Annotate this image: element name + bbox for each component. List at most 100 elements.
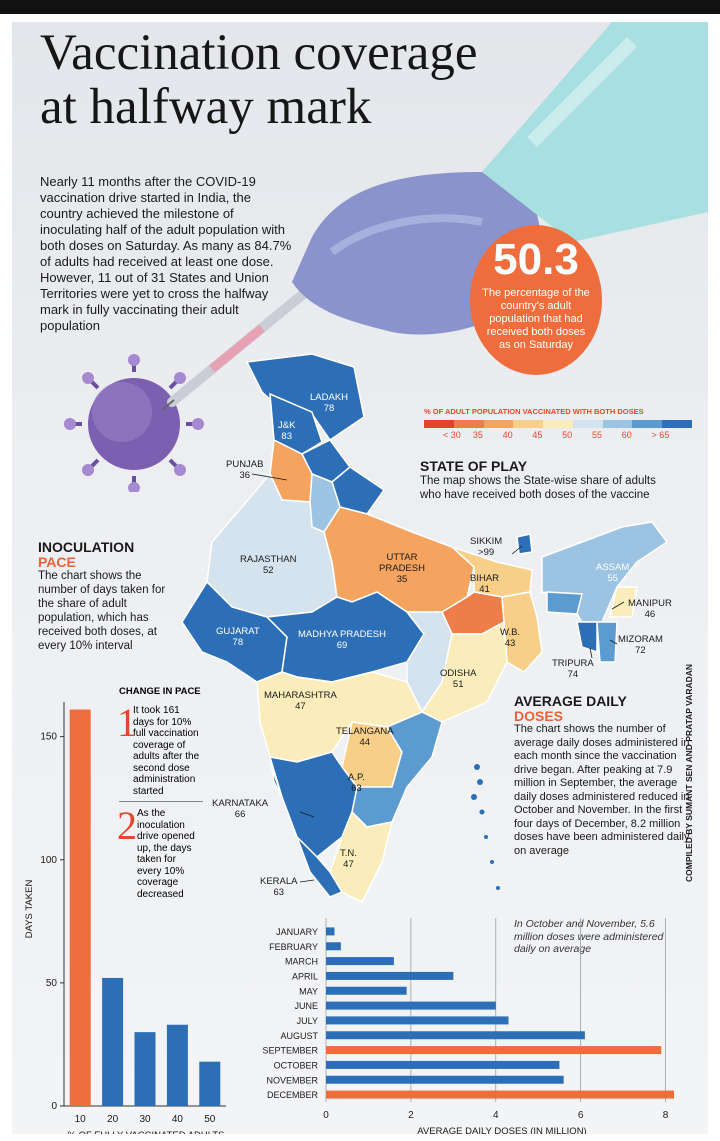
inoculation-body: The chart shows the number of days taken… bbox=[38, 570, 166, 652]
state-kerala bbox=[296, 836, 344, 898]
x-tick-label: 4 bbox=[493, 1110, 499, 1121]
change-note-1: 1 It took 161 days for 10% full vaccinat… bbox=[117, 700, 200, 797]
legend-swatch bbox=[424, 420, 454, 428]
category-label: NOVEMBER bbox=[266, 1075, 318, 1085]
state-jk bbox=[269, 392, 323, 455]
x-tick-label: 2 bbox=[408, 1110, 414, 1121]
category-label: FEBRUARY bbox=[269, 942, 318, 952]
bar-december bbox=[326, 1090, 674, 1099]
average-daily-annotation: In October and November, 5.6 million dos… bbox=[514, 918, 664, 955]
label-assam: ASSAM 55 bbox=[596, 562, 630, 584]
category-label: MAY bbox=[299, 986, 318, 996]
label-up: UTTAR PRADESH 35 bbox=[379, 552, 425, 585]
x-tick-label: 30 bbox=[139, 1114, 151, 1125]
label-odisha: ODISHA 51 bbox=[440, 668, 477, 690]
change-note-2: 2 As the inoculation drive opened up, th… bbox=[117, 803, 195, 900]
bar-march bbox=[326, 957, 394, 966]
y-tick-label: 150 bbox=[40, 732, 57, 743]
legend-title: % OF ADULT POPULATION VACCINATED WITH BO… bbox=[424, 407, 644, 416]
x-tick-label: 50 bbox=[204, 1114, 216, 1125]
bar-june bbox=[326, 1001, 496, 1010]
india-map bbox=[181, 353, 669, 904]
label-maharashtra: MAHARASHTRA 47 bbox=[264, 690, 337, 712]
bar-july bbox=[326, 1016, 509, 1025]
x-tick-label: 20 bbox=[107, 1114, 119, 1125]
x-axis-label: AVERAGE DAILY DOSES (IN MILLION) bbox=[417, 1126, 586, 1134]
legend-label: 40 bbox=[502, 430, 513, 440]
legend-swatch bbox=[513, 420, 544, 428]
category-label: OCTOBER bbox=[274, 1060, 319, 1070]
legend-labels: < 30 35 40 45 50 55 60 > 65 bbox=[424, 430, 692, 442]
virus-icon bbox=[64, 354, 204, 492]
state-odisha bbox=[420, 620, 508, 723]
legend-label: > 65 bbox=[651, 430, 670, 440]
legend-swatch bbox=[662, 420, 693, 428]
y-tick-label: 50 bbox=[46, 978, 58, 989]
map-legend: % OF ADULT POPULATION VACCINATED WITH BO… bbox=[424, 407, 693, 442]
bar-september bbox=[326, 1046, 662, 1055]
label-karnataka: KARNATAKA 66 bbox=[212, 798, 269, 820]
island-dots bbox=[471, 764, 500, 890]
title-line-2: at halfway mark bbox=[40, 79, 372, 135]
highlight-caption: The percentage of the country's adult po… bbox=[482, 287, 590, 351]
page-title: Vaccination coverage at halfway mark bbox=[40, 26, 560, 134]
legend-swatch bbox=[453, 420, 484, 428]
days-taken-chart: 0 50 100 150 10 20 30 40 50 % OF FULLY VACCINATED… bbox=[24, 702, 226, 1134]
bar-10 bbox=[69, 709, 91, 1106]
average-daily-sub: DOSES bbox=[514, 708, 564, 724]
average-daily-heading: AVERAGE DAILY bbox=[514, 693, 627, 709]
label-jk: J&K 83 bbox=[278, 420, 296, 442]
bar-20 bbox=[102, 977, 124, 1106]
state-meghalaya bbox=[546, 591, 583, 615]
state-of-play: STATE OF PLAY The map shows the State-wi… bbox=[420, 458, 660, 502]
label-bihar: BIHAR 41 bbox=[470, 573, 500, 595]
bar-may bbox=[326, 986, 407, 995]
bar-october bbox=[326, 1060, 560, 1069]
legend-label: 35 bbox=[472, 430, 483, 440]
x-tick-label: 8 bbox=[663, 1110, 669, 1121]
credit-line: COMPILED BY SUMANT SEN AND PRATAP VARADA… bbox=[684, 663, 694, 882]
label-tripura: TRIPURA 74 bbox=[552, 658, 594, 680]
intro-paragraph: Nearly 11 months after the COVID-19 vacc… bbox=[40, 174, 292, 333]
category-label: JUNE bbox=[294, 1001, 318, 1011]
bar-50 bbox=[199, 1061, 221, 1106]
bar-november bbox=[326, 1075, 564, 1084]
category-label: DECEMBER bbox=[267, 1090, 319, 1100]
label-wb: W.B. 43 bbox=[500, 627, 521, 649]
category-label: JANUARY bbox=[276, 927, 318, 937]
top-border bbox=[0, 0, 720, 14]
label-kerala: KERALA 63 bbox=[260, 876, 298, 898]
legend-label: < 30 bbox=[443, 430, 461, 440]
label-manipur: MANIPUR 46 bbox=[628, 598, 672, 620]
legend-swatch bbox=[602, 420, 633, 428]
label-ladakh: LADAKH 78 bbox=[310, 392, 349, 414]
label-mizoram: MIZORAM 72 bbox=[618, 634, 663, 656]
legend-color-bar bbox=[424, 420, 693, 428]
infographic-panel: Vaccination coverage at halfway mark Nea… bbox=[12, 22, 708, 1134]
title-line-1: Vaccination coverage bbox=[40, 25, 478, 81]
category-label: JULY bbox=[297, 1016, 318, 1026]
label-sikkim: SIKKIM >99 bbox=[470, 536, 503, 558]
state-tripura bbox=[576, 621, 598, 654]
label-tn: T.N. 47 bbox=[340, 848, 357, 870]
state-sikkim bbox=[516, 533, 533, 555]
bar-august bbox=[326, 1031, 585, 1040]
bar-30 bbox=[134, 1032, 156, 1106]
average-daily-body: The chart shows the number of average da… bbox=[514, 723, 690, 857]
x-tick-label: 6 bbox=[578, 1110, 584, 1121]
state-of-play-heading: STATE OF PLAY bbox=[420, 458, 528, 474]
inoculation-sub: PACE bbox=[38, 554, 76, 570]
category-label: APRIL bbox=[292, 971, 318, 981]
label-rajasthan: RAJASTHAN 52 bbox=[240, 554, 297, 576]
inoculation-section: INOCULATION PACE The chart shows the num… bbox=[38, 540, 178, 653]
legend-swatch bbox=[543, 420, 573, 428]
x-axis-label: % OF FULLY VACCINATED ADULTS bbox=[68, 1130, 225, 1134]
average-daily-section: AVERAGE DAILY DOSES The chart shows the … bbox=[514, 694, 694, 858]
category-label: SEPTEMBER bbox=[262, 1046, 318, 1056]
state-goa bbox=[269, 756, 283, 798]
label-punjab: PUNJAB 36 bbox=[226, 459, 264, 481]
average-daily-doses-chart: 0 2 4 6 8 JANUARY FEBRUARY MARCH APRIL MAY JUNE JUL… bbox=[262, 918, 674, 1134]
label-ap: A.P. 63 bbox=[348, 772, 365, 794]
leader-lines bbox=[251, 473, 625, 883]
